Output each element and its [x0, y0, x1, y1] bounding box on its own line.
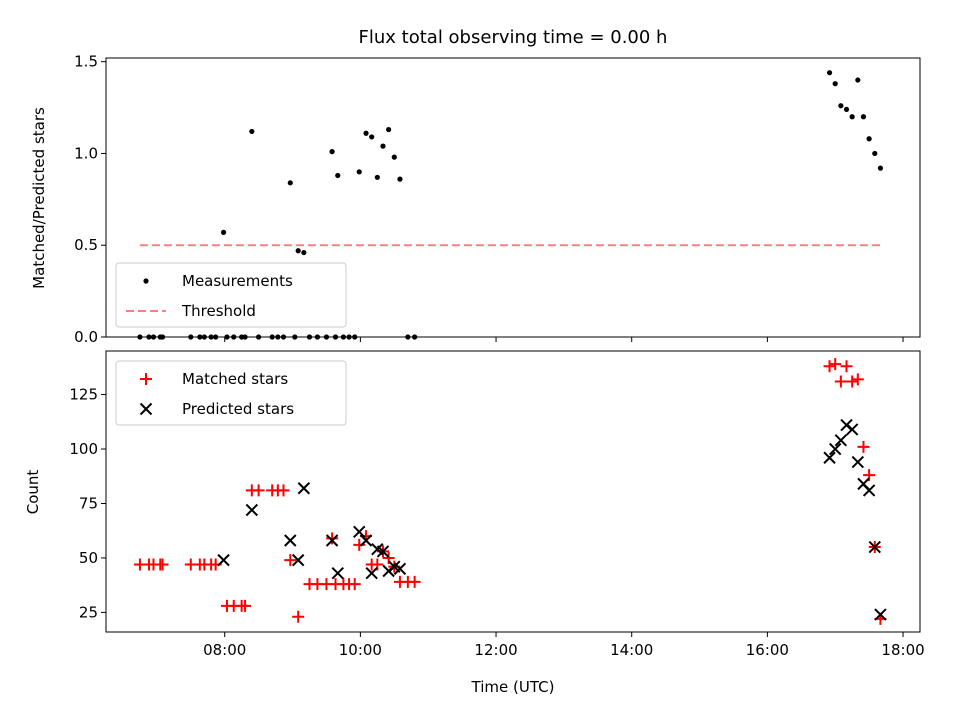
matched-stars-point: [829, 358, 842, 371]
measurements-point: [397, 176, 403, 182]
measurements-point: [866, 136, 872, 142]
top-panel: 0.0 0.5 1.0 1.5 Measurements Threshold: [74, 53, 921, 346]
matched-stars-point: [252, 484, 265, 497]
bottom-y-tick-label: 125: [69, 386, 98, 404]
matched-stars-point: [851, 373, 864, 386]
matched-stars-point: [846, 375, 859, 388]
measurements-point: [391, 154, 397, 160]
measurements-point: [369, 134, 375, 140]
measurements-point: [838, 103, 844, 109]
predicted-stars-point: [823, 451, 836, 464]
top-y-tick-label: 1.5: [74, 53, 98, 71]
measurements-point: [849, 114, 855, 120]
predicted-stars-point: [393, 562, 407, 576]
measurements-point: [826, 70, 833, 76]
measurements-point: [220, 229, 227, 235]
matched-stars-point: [823, 360, 836, 373]
bottom-y-tick-label: 75: [79, 494, 98, 512]
measurements-point: [877, 165, 884, 171]
matched-stars-point: [408, 575, 421, 588]
top-legend: Measurements Threshold: [115, 262, 347, 328]
measurements-point: [860, 114, 867, 120]
measurements-point: [386, 126, 392, 133]
measurements-point: [249, 128, 255, 135]
predicted-stars-point: [325, 534, 339, 547]
bottom-y-axis-label: Count: [24, 470, 42, 515]
top-y-tick-label: 0.5: [74, 236, 98, 254]
bottom-legend: Matched stars Predicted stars: [115, 360, 347, 426]
bottom-x-tick-label: 08:00: [203, 641, 246, 659]
measurements-point: [356, 169, 362, 175]
measurements-point: [843, 106, 850, 112]
predicted-stars-point: [365, 566, 378, 580]
predicted-stars-point: [868, 540, 881, 554]
predicted-stars-point: [829, 442, 842, 456]
matched-stars-point: [284, 554, 297, 567]
predicted-stars-point: [297, 482, 311, 495]
legend-measurements-swatch: [143, 278, 149, 284]
chart-title: Flux total observing time = 0.00 h: [359, 27, 668, 48]
top-y-tick-label: 0.0: [74, 328, 98, 346]
legend-predicted-stars-label: Predicted stars: [182, 400, 294, 418]
measurements-point: [855, 77, 861, 83]
matched-stars-point: [326, 532, 339, 545]
predicted-stars-point: [217, 553, 230, 567]
predicted-stars-point: [834, 434, 848, 447]
x-axis-label: Time (UTC): [471, 678, 555, 696]
measurements-point: [872, 150, 878, 157]
predicted-stars-point: [245, 503, 259, 517]
top-axes-frame: [105, 57, 921, 338]
bottom-y-tick-label: 100: [69, 440, 98, 458]
predicted-stars-point: [284, 534, 297, 547]
predicted-stars-point: [874, 608, 887, 621]
bottom-x-tick-label: 12:00: [474, 641, 517, 659]
measurements-point: [335, 172, 341, 179]
legend-measurements-label: Measurements: [182, 272, 293, 290]
measurements-point: [329, 149, 335, 155]
bottom-x-tick-label: 16:00: [746, 641, 789, 659]
bottom-panel: 25 50 75 100 125 08:00 10:00 12:00 14:00 16:00 18:…: [69, 350, 925, 659]
matched-stars-point: [840, 360, 853, 373]
predicted-stars-point: [359, 534, 373, 547]
legend-predicted-stars-swatch: [139, 402, 153, 416]
matched-stars-point: [156, 558, 169, 571]
measurements-point: [363, 130, 369, 136]
predicted-stars-point: [862, 484, 876, 497]
matched-stars-point: [857, 440, 870, 453]
legend-matched-stars-label: Matched stars: [182, 370, 288, 388]
matched-stars-point: [292, 610, 305, 623]
predicted-stars-point: [291, 553, 305, 567]
matched-stars-point: [834, 375, 847, 388]
top-y-tick-label: 1.0: [74, 144, 98, 162]
measurements-point: [380, 143, 386, 149]
measurements-point: [301, 249, 307, 256]
bottom-x-tick-label: 14:00: [610, 641, 653, 659]
matched-stars-point: [353, 538, 366, 551]
bottom-y-tick-label: 25: [79, 603, 98, 621]
measurements-point: [832, 81, 838, 87]
legend-threshold-label: Threshold: [181, 302, 256, 320]
bottom-x-tick-label: 18:00: [881, 641, 924, 659]
predicted-stars-point: [353, 525, 366, 539]
bottom-axes-frame: [105, 350, 921, 633]
measurements-point: [287, 180, 293, 186]
predicted-stars-point: [845, 423, 859, 436]
measurements-point: [295, 248, 301, 254]
matched-stars-point: [239, 599, 252, 612]
predicted-stars-point: [851, 455, 865, 469]
matched-stars-point: [348, 578, 361, 591]
predicted-stars-point: [331, 566, 344, 580]
bottom-y-tick-label: 50: [79, 549, 98, 567]
top-legend-box: [115, 262, 347, 328]
top-y-axis-label: Matched/Predicted stars: [30, 107, 48, 289]
legend-matched-stars-swatch: [140, 373, 152, 385]
bottom-legend-box: [115, 360, 347, 426]
measurements-point: [374, 174, 380, 180]
matched-stars-point: [277, 484, 290, 497]
bottom-x-tick-label: 10:00: [339, 641, 382, 659]
predicted-stars-point: [376, 545, 390, 558]
